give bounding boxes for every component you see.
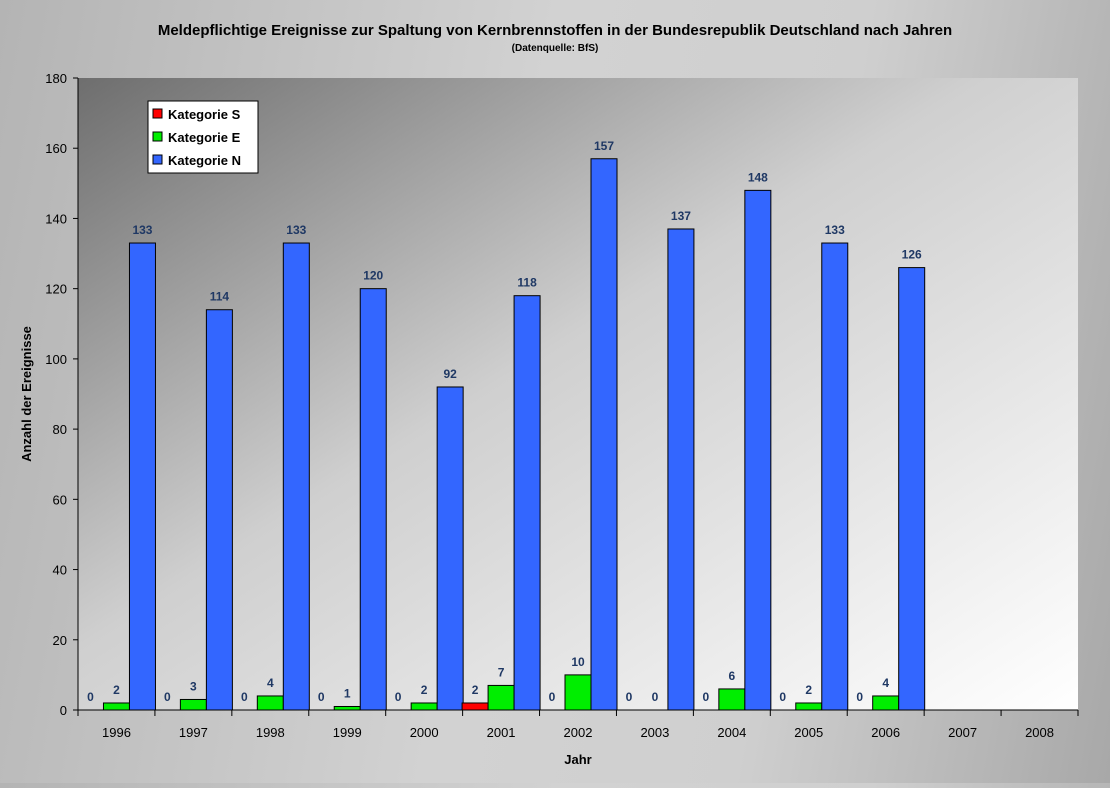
- data-label: 0: [703, 690, 710, 704]
- x-tick-label: 1999: [333, 725, 362, 740]
- bar: [667, 228, 695, 711]
- data-label: 0: [779, 690, 786, 704]
- x-tick-label: 2004: [717, 725, 746, 740]
- legend-box: [147, 100, 259, 174]
- data-label: 148: [748, 170, 768, 184]
- x-tick-label: 1997: [179, 725, 208, 740]
- bar: [410, 702, 438, 711]
- legend-label: Kategorie E: [168, 130, 241, 145]
- bar: [179, 698, 207, 711]
- legend-swatch: [152, 154, 163, 165]
- data-label: 118: [517, 276, 537, 290]
- data-label: 0: [164, 690, 171, 704]
- data-label: 0: [549, 690, 556, 704]
- data-label: 0: [318, 690, 325, 704]
- bar: [898, 267, 926, 711]
- data-label: 0: [87, 690, 94, 704]
- data-label: 2: [421, 683, 428, 697]
- data-label: 10: [571, 655, 585, 669]
- data-label: 126: [902, 248, 922, 262]
- x-tick-label: 2005: [794, 725, 823, 740]
- bar: [564, 674, 592, 711]
- data-label: 137: [671, 209, 691, 223]
- data-label: 133: [286, 223, 306, 237]
- y-tick-label: 140: [45, 211, 67, 226]
- y-tick-label: 20: [53, 633, 67, 648]
- bar: [513, 295, 541, 711]
- x-tick-label: 1996: [102, 725, 131, 740]
- data-label: 133: [132, 223, 152, 237]
- x-tick-label: 2008: [1025, 725, 1054, 740]
- data-label: 2: [113, 683, 120, 697]
- data-label: 6: [729, 669, 736, 683]
- x-tick-label: 2003: [640, 725, 669, 740]
- y-tick-label: 60: [53, 492, 67, 507]
- y-tick-label: 160: [45, 141, 67, 156]
- bar: [102, 702, 130, 711]
- x-tick-label: 2000: [410, 725, 439, 740]
- data-label: 4: [882, 676, 889, 690]
- bar: [590, 158, 618, 711]
- bar: [205, 309, 233, 711]
- bar: [872, 695, 900, 711]
- bar: [282, 242, 310, 711]
- data-label: 114: [210, 290, 230, 304]
- legend-label: Kategorie N: [168, 153, 241, 168]
- data-label: 157: [594, 139, 614, 153]
- data-label: 0: [652, 690, 659, 704]
- bar: [461, 702, 489, 711]
- bar: [744, 189, 772, 711]
- data-label: 0: [395, 690, 402, 704]
- legend-swatch: [152, 108, 163, 119]
- y-tick-label: 0: [60, 703, 67, 718]
- bar: [821, 242, 849, 711]
- bar: [436, 386, 464, 711]
- bar: [359, 288, 387, 711]
- y-tick-label: 40: [53, 563, 67, 578]
- bar: [718, 688, 746, 711]
- data-label: 7: [498, 665, 505, 679]
- y-tick-label: 120: [45, 282, 67, 297]
- x-tick-label: 2006: [871, 725, 900, 740]
- data-label: 1: [344, 686, 351, 700]
- y-tick-label: 100: [45, 352, 67, 367]
- data-label: 2: [805, 683, 812, 697]
- data-label: 0: [626, 690, 633, 704]
- x-tick-label: 2007: [948, 725, 977, 740]
- bar: [487, 684, 515, 711]
- x-tick-label: 2001: [487, 725, 516, 740]
- data-label: 92: [443, 367, 457, 381]
- bar: [256, 695, 284, 711]
- data-label: 2: [472, 683, 479, 697]
- x-tick-label: 2002: [564, 725, 593, 740]
- bar: [795, 702, 823, 711]
- data-label: 3: [190, 679, 197, 693]
- data-label: 0: [241, 690, 248, 704]
- data-label: 120: [363, 269, 383, 283]
- x-axis-label: Jahr: [564, 752, 591, 767]
- x-tick-label: 1998: [256, 725, 285, 740]
- bar: [333, 705, 361, 711]
- chart-subtitle: (Datenquelle: BfS): [512, 43, 599, 54]
- legend-label: Kategorie S: [168, 107, 241, 122]
- data-label: 133: [825, 223, 845, 237]
- y-tick-label: 80: [53, 422, 67, 437]
- bar: [128, 242, 156, 711]
- y-tick-label: 180: [45, 71, 67, 86]
- data-label: 4: [267, 676, 274, 690]
- legend-swatch: [152, 131, 163, 142]
- y-axis-label: Anzahl der Ereignisse: [19, 326, 34, 462]
- chart-title: Meldepflichtige Ereignisse zur Spaltung …: [158, 22, 952, 39]
- data-label: 0: [856, 690, 863, 704]
